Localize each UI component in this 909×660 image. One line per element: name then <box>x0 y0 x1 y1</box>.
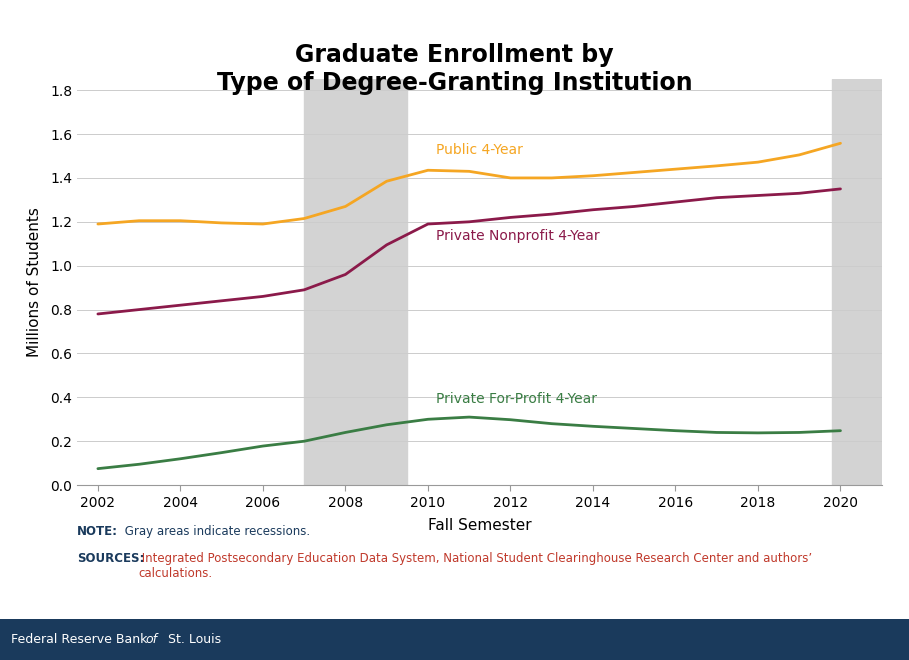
Text: NOTE:: NOTE: <box>77 525 118 538</box>
Bar <box>305 79 407 485</box>
Text: Private For-Profit 4-Year: Private For-Profit 4-Year <box>436 392 597 406</box>
Text: Integrated Postsecondary Education Data System, National Student Clearinghouse R: Integrated Postsecondary Education Data … <box>138 552 813 580</box>
Text: SOURCES:: SOURCES: <box>77 552 145 566</box>
Text: Public 4-Year: Public 4-Year <box>436 143 523 157</box>
Y-axis label: Millions of Students: Millions of Students <box>27 207 42 357</box>
X-axis label: Fall Semester: Fall Semester <box>428 518 531 533</box>
Text: Graduate Enrollment by
Type of Degree-Granting Institution: Graduate Enrollment by Type of Degree-Gr… <box>216 43 693 94</box>
Text: of: of <box>145 633 157 646</box>
Text: Federal Reserve Bank: Federal Reserve Bank <box>11 633 151 646</box>
Bar <box>833 79 882 485</box>
Text: St. Louis: St. Louis <box>164 633 221 646</box>
Text: Gray areas indicate recessions.: Gray areas indicate recessions. <box>121 525 310 538</box>
Text: Private Nonprofit 4-Year: Private Nonprofit 4-Year <box>436 230 600 244</box>
